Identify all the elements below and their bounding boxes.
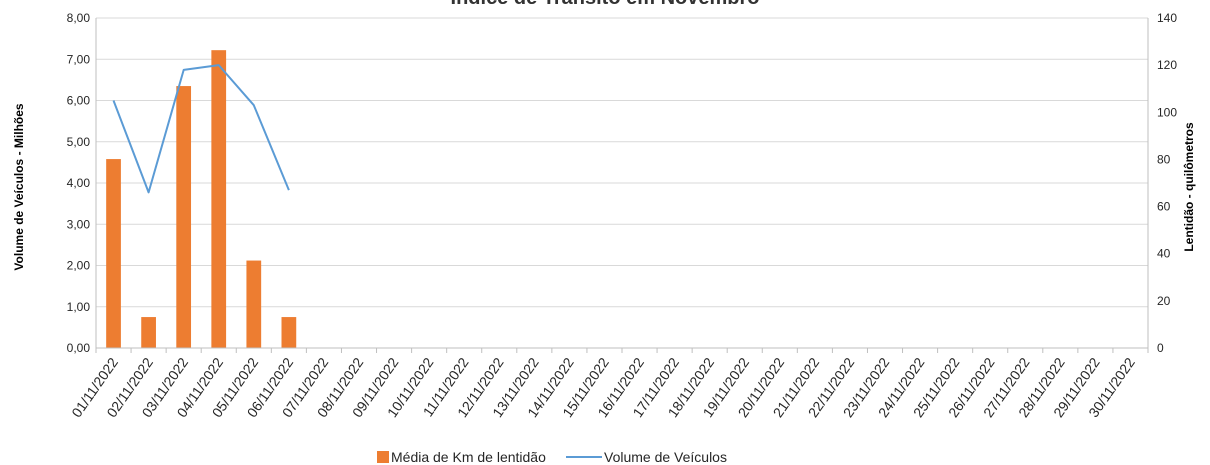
line-series [112, 64, 290, 194]
bar [281, 317, 297, 348]
chart-title: Índice de Trânsito em Novembro [451, 0, 760, 9]
x-axis-ticks: 01/11/202202/11/202203/11/202204/11/2022… [68, 354, 1138, 420]
left-axis-ticks: 0,00 1,00 2,00 3,00 4,00 5,00 6,00 7,00 8,00 [67, 11, 91, 355]
y-tick-label: 0,00 [67, 341, 91, 355]
legend-swatch-bars [377, 451, 389, 463]
y2-tick-label: 0 [1157, 341, 1164, 355]
bar [211, 50, 227, 349]
y-tick-label: 7,00 [67, 52, 91, 66]
y2-tick-label: 120 [1157, 58, 1177, 72]
y2-tick-label: 140 [1157, 11, 1177, 25]
y2-tick-label: 20 [1157, 294, 1171, 308]
series-line [112, 64, 290, 194]
legend: Média de Km de lentidão Volume de Veícul… [377, 449, 727, 465]
y-axis-title: Volume de Veículos - Milhões [12, 103, 26, 270]
y2-tick-label: 80 [1157, 152, 1171, 166]
y2-axis-title: Lentidão - quilômetros [1182, 122, 1196, 252]
y-tick-label: 2,00 [67, 259, 91, 273]
bar-series [106, 50, 297, 349]
gridlines [96, 17, 1148, 308]
right-axis-ticks: 0 20 40 60 80 100 120 140 [1157, 11, 1177, 355]
y2-tick-label: 40 [1157, 247, 1171, 261]
legend-label-line: Volume de Veículos [604, 449, 727, 465]
legend-label-bars: Média de Km de lentidão [391, 449, 546, 465]
y-tick-label: 6,00 [67, 94, 91, 108]
bar [246, 260, 262, 348]
bar [141, 317, 156, 348]
y2-tick-label: 60 [1157, 200, 1171, 214]
axes [95, 18, 1149, 353]
y-tick-label: 3,00 [67, 217, 91, 231]
bar [176, 86, 192, 348]
y-tick-label: 4,00 [67, 176, 91, 190]
y2-tick-label: 100 [1157, 105, 1177, 119]
y-tick-label: 1,00 [67, 300, 91, 314]
y-tick-label: 8,00 [67, 11, 91, 25]
y-tick-label: 5,00 [67, 135, 91, 149]
bar [106, 159, 121, 348]
